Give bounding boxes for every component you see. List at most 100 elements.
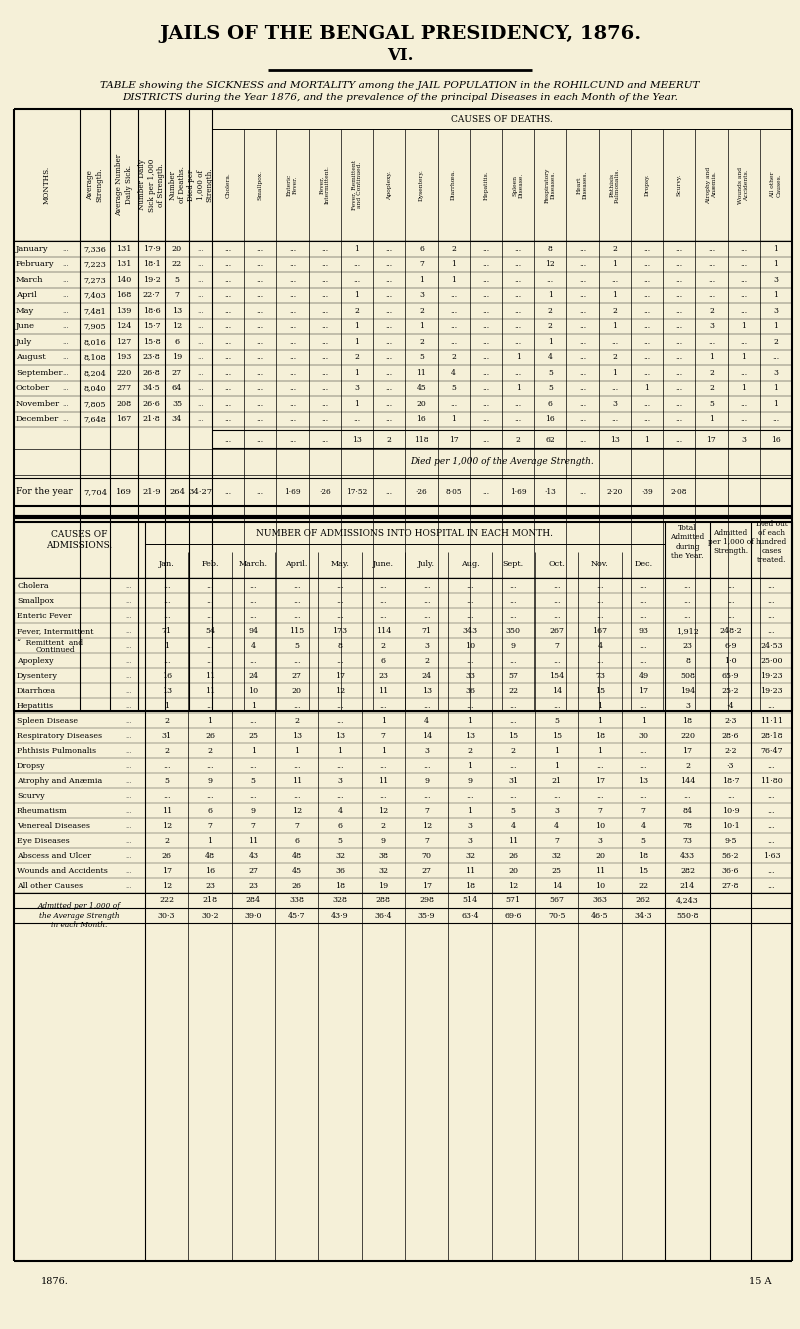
Text: ...: ...	[293, 597, 301, 605]
Text: ...: ...	[197, 307, 204, 315]
Text: ...: ...	[197, 291, 204, 299]
Text: 1: 1	[645, 384, 650, 392]
Text: 220: 220	[680, 732, 695, 740]
Text: ...: ...	[225, 436, 232, 444]
Text: 31: 31	[162, 732, 172, 740]
Text: 2·08: 2·08	[671, 488, 687, 496]
Text: ...: ...	[293, 792, 301, 800]
Text: 21·9: 21·9	[142, 488, 161, 496]
Text: 4: 4	[598, 642, 602, 650]
Text: ...: ...	[257, 384, 264, 392]
Text: 56·2: 56·2	[722, 852, 739, 860]
Text: 4: 4	[548, 354, 553, 361]
Text: ...: ...	[289, 368, 296, 376]
Text: 1: 1	[598, 718, 602, 726]
Text: 1: 1	[742, 384, 746, 392]
Text: ...: ...	[126, 882, 132, 890]
Text: 284: 284	[246, 897, 261, 905]
Text: ...: ...	[643, 338, 650, 346]
Text: 2: 2	[354, 354, 359, 361]
Text: 9·5: 9·5	[724, 837, 737, 845]
Text: 3: 3	[467, 837, 473, 845]
Text: January: January	[16, 245, 49, 253]
Text: 167: 167	[593, 627, 607, 635]
Text: ...: ...	[482, 307, 490, 315]
Text: ...: ...	[553, 792, 561, 800]
Text: 5: 5	[548, 384, 553, 392]
Text: 1: 1	[451, 275, 456, 284]
Text: ...: ...	[322, 275, 328, 284]
Text: 194: 194	[680, 687, 695, 695]
Text: 22: 22	[508, 687, 518, 695]
Text: 20: 20	[417, 400, 426, 408]
Text: 36: 36	[465, 687, 475, 695]
Text: ...: ...	[684, 613, 691, 621]
Text: “  Remittent  and: “ Remittent and	[17, 639, 83, 647]
Text: 139: 139	[116, 307, 132, 315]
Text: 2: 2	[612, 245, 618, 253]
Text: ...: ...	[126, 582, 132, 590]
Text: 267: 267	[549, 627, 564, 635]
Text: 2: 2	[424, 658, 429, 666]
Text: ...: ...	[225, 322, 232, 330]
Text: 94: 94	[248, 627, 258, 635]
Text: 1: 1	[467, 763, 473, 771]
Text: ...: ...	[772, 354, 779, 361]
Text: 6: 6	[207, 807, 213, 815]
Text: 7,273: 7,273	[84, 275, 106, 284]
Text: 78: 78	[682, 823, 693, 831]
Text: ...: ...	[322, 415, 328, 423]
Text: 23: 23	[682, 642, 693, 650]
Text: ...: ...	[579, 436, 586, 444]
Text: 2: 2	[164, 837, 169, 845]
Text: ...: ...	[643, 368, 650, 376]
Text: 1: 1	[338, 747, 342, 755]
Text: ...: ...	[482, 338, 490, 346]
Text: 16: 16	[417, 415, 426, 423]
Text: 1·63: 1·63	[762, 852, 780, 860]
Text: ...: ...	[768, 792, 775, 800]
Text: April.: April.	[286, 560, 308, 567]
Text: 8,040: 8,040	[84, 384, 106, 392]
Text: Scurvy.: Scurvy.	[677, 174, 682, 197]
Text: Dysentery: Dysentery	[17, 672, 58, 680]
Text: ...: ...	[206, 642, 214, 650]
Text: ...: ...	[740, 415, 747, 423]
Text: 5: 5	[251, 777, 256, 785]
Text: ...: ...	[596, 597, 604, 605]
Text: ...: ...	[596, 792, 604, 800]
Text: ...: ...	[126, 807, 132, 815]
Text: ...: ...	[768, 613, 775, 621]
Text: 12: 12	[162, 823, 172, 831]
Text: 11: 11	[417, 368, 426, 376]
Text: 35: 35	[172, 400, 182, 408]
Text: June: June	[16, 322, 35, 330]
Text: ...: ...	[126, 763, 132, 771]
Text: 1: 1	[467, 807, 473, 815]
Text: 3: 3	[424, 642, 429, 650]
Text: ...: ...	[225, 354, 232, 361]
Text: ...: ...	[206, 702, 214, 710]
Text: 1: 1	[250, 747, 256, 755]
Text: May.: May.	[330, 560, 350, 567]
Text: ...: ...	[768, 702, 775, 710]
Text: ...: ...	[322, 245, 328, 253]
Text: ...: ...	[643, 415, 650, 423]
Text: ...: ...	[466, 597, 474, 605]
Text: 84: 84	[682, 807, 693, 815]
Text: 15: 15	[595, 687, 605, 695]
Text: 118: 118	[414, 436, 429, 444]
Text: ...: ...	[293, 702, 301, 710]
Text: ·39: ·39	[641, 488, 653, 496]
Text: 23: 23	[248, 882, 258, 890]
Text: For the year: For the year	[16, 488, 73, 497]
Text: 343: 343	[462, 627, 478, 635]
Text: Wounds and
Accidents.: Wounds and Accidents.	[738, 166, 749, 203]
Text: ...: ...	[740, 307, 747, 315]
Text: 1: 1	[354, 368, 359, 376]
Text: ...: ...	[676, 245, 682, 253]
Text: 1·0: 1·0	[724, 658, 737, 666]
Text: 1: 1	[354, 338, 359, 346]
Text: 62: 62	[546, 436, 555, 444]
Text: CAUSES OF DEATHS.: CAUSES OF DEATHS.	[451, 114, 553, 124]
